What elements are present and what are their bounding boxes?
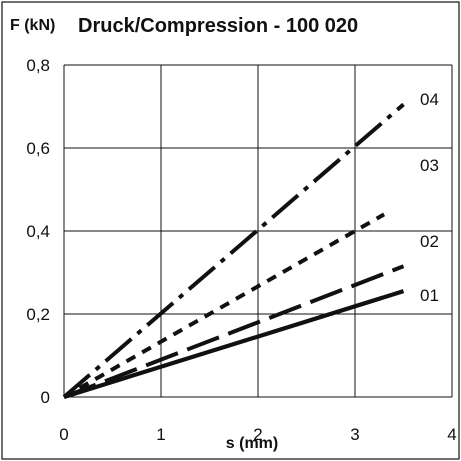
y-tick-labels: 0 0,2 0,4 0,6 0,8 [26,56,50,407]
series-lines [62,102,405,400]
series-label-03: 03 [420,156,439,175]
series-label-02: 02 [420,232,439,251]
y-tick-label: 0,2 [26,305,50,324]
y-tick-label: 0,4 [26,222,50,241]
x-tick-label: 0 [59,425,68,444]
x-tick-label: 2 [253,425,262,444]
series-line-01 [63,289,405,400]
series-label-04: 04 [420,90,439,109]
series-label-01: 01 [420,286,439,305]
x-axis-label: s (mm) [226,435,278,452]
axes [63,65,452,398]
x-tick-label: 4 [447,425,456,444]
y-axis-label: F (kN) [10,17,55,34]
y-tick-label: 0,8 [26,56,50,75]
series-line-02 [63,264,405,399]
x-tick-label: 1 [156,425,165,444]
series-line-03 [63,212,386,399]
series-labels: 01 02 03 04 [420,90,439,305]
series-line-04 [62,102,405,399]
x-tick-labels: 0 1 2 3 4 [59,425,456,444]
chart-title: Druck/Compression - 100 020 [78,15,358,37]
y-tick-label: 0,6 [26,139,50,158]
x-tick-label: 3 [350,425,359,444]
y-tick-label: 0 [41,388,50,407]
